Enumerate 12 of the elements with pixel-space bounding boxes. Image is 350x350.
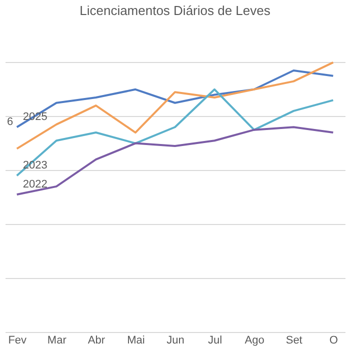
series-label: 2022 [22,178,48,191]
x-tick-label: O [329,334,338,346]
x-tick-label: Mai [127,334,145,346]
annotation: 6 [7,116,14,128]
x-tick-label: Ago [244,334,264,346]
x-tick-label: Set [286,334,302,346]
x-tick-label: Jul [208,334,222,346]
x-tick-label: Abr [88,334,106,346]
x-tick-label: Jun [166,334,184,346]
chart-title: Licenciamentos Diários de Leves [80,3,271,18]
x-tick-label: Fev [8,334,28,346]
x-tick-label: Mar [47,334,67,346]
